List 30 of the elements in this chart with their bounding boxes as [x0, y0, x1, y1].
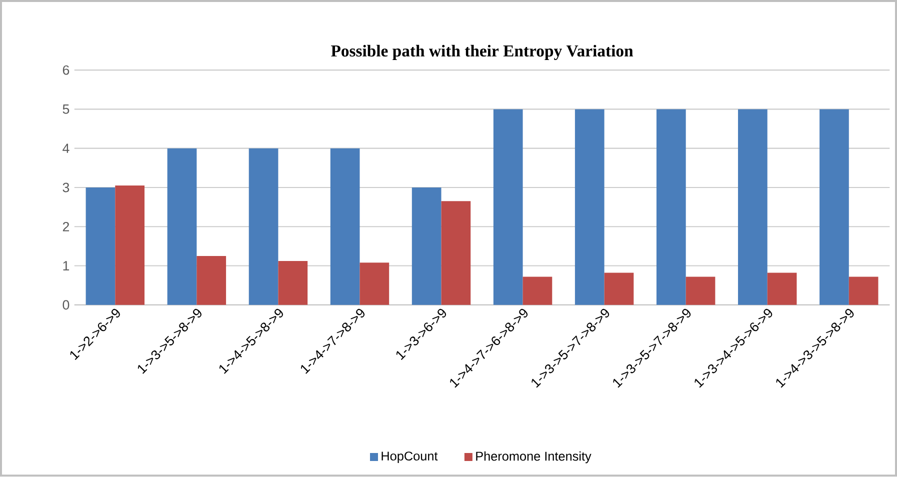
- bar: [167, 148, 197, 306]
- chart-title: Possible path with their Entropy Variation: [331, 45, 634, 60]
- y-tick-label: 3: [62, 182, 70, 192]
- bar: [574, 109, 604, 306]
- bar: [412, 188, 442, 306]
- legend-label: HopCount: [382, 452, 438, 464]
- bar: [738, 109, 768, 306]
- bar: [767, 272, 797, 306]
- bar: [656, 109, 686, 306]
- y-tick-label: 4: [62, 144, 70, 154]
- bar: [360, 262, 390, 306]
- bar: [86, 188, 116, 306]
- bar: [278, 261, 308, 306]
- bar: [604, 272, 634, 306]
- bar: [522, 276, 552, 306]
- bar: [115, 186, 145, 306]
- bar: [820, 109, 849, 306]
- bar: [686, 276, 716, 306]
- y-tick-label: 0: [62, 300, 70, 310]
- bar: [196, 256, 226, 306]
- legend-label: Pheromone Intensity: [476, 452, 592, 464]
- y-tick-label: 1: [63, 261, 70, 271]
- bar: [848, 276, 878, 306]
- bar: [441, 201, 471, 306]
- y-tick-label: 2: [62, 222, 70, 232]
- bar: [330, 148, 360, 306]
- y-tick-label: 6: [62, 66, 70, 75]
- y-tick-label: 5: [62, 104, 70, 114]
- bar: [248, 148, 278, 306]
- bar: [493, 109, 523, 306]
